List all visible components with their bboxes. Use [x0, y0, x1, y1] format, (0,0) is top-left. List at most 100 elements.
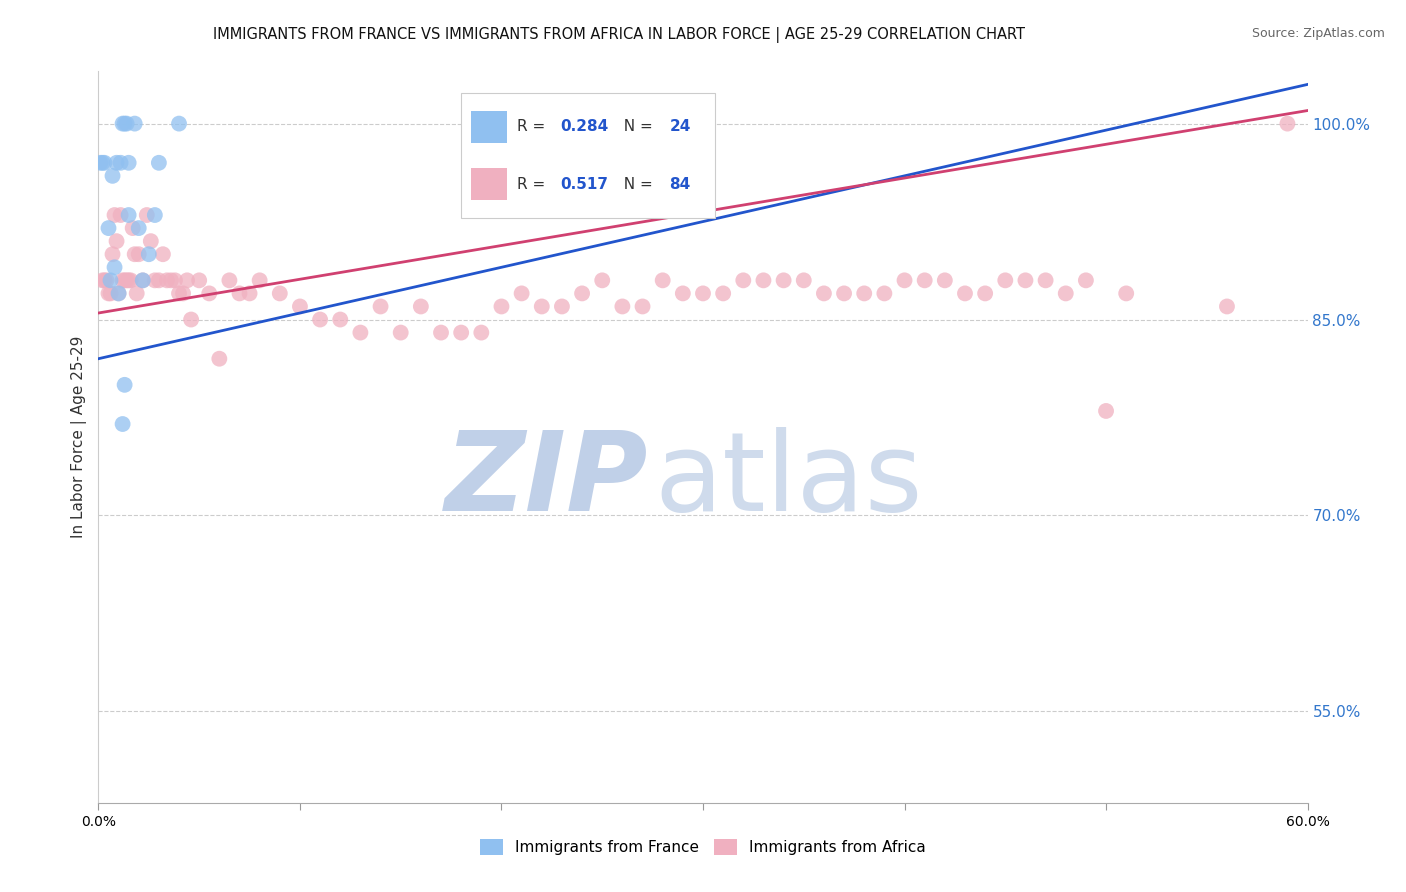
- Point: [115, 273, 138, 287]
- Point: [124, 247, 146, 261]
- Point: [160, 273, 183, 287]
- Point: [914, 273, 936, 287]
- Point: [114, 273, 136, 287]
- Point: [409, 300, 432, 314]
- Point: [1115, 286, 1137, 301]
- Point: [110, 208, 132, 222]
- Point: [107, 286, 129, 301]
- Point: [124, 117, 146, 131]
- Point: [100, 273, 122, 287]
- Point: [631, 300, 654, 314]
- Point: [114, 377, 136, 392]
- Point: [115, 117, 138, 131]
- Point: [510, 286, 533, 301]
- Point: [110, 156, 132, 170]
- Point: [309, 312, 332, 326]
- Point: [89, 156, 111, 170]
- Point: [128, 247, 150, 261]
- Point: [148, 156, 170, 170]
- Point: [167, 286, 190, 301]
- Point: [873, 286, 896, 301]
- Point: [93, 156, 115, 170]
- Point: [1216, 300, 1239, 314]
- Point: [370, 300, 392, 314]
- Point: [128, 221, 150, 235]
- Point: [198, 286, 221, 301]
- Point: [692, 286, 714, 301]
- Point: [530, 300, 553, 314]
- Point: [107, 286, 129, 301]
- Point: [143, 273, 166, 287]
- Point: [111, 117, 134, 131]
- Y-axis label: In Labor Force | Age 25-29: In Labor Force | Age 25-29: [72, 336, 87, 538]
- Point: [152, 247, 174, 261]
- Point: [1074, 273, 1097, 287]
- Point: [105, 156, 128, 170]
- Point: [97, 286, 120, 301]
- Point: [180, 312, 202, 326]
- Point: [1095, 404, 1118, 418]
- Point: [143, 208, 166, 222]
- Point: [176, 273, 198, 287]
- Point: [101, 169, 124, 183]
- Point: [450, 326, 472, 340]
- Point: [571, 286, 593, 301]
- Point: [591, 273, 613, 287]
- Point: [994, 273, 1017, 287]
- Point: [118, 156, 141, 170]
- Point: [389, 326, 412, 340]
- Point: [138, 247, 160, 261]
- Point: [249, 273, 271, 287]
- Point: [156, 273, 179, 287]
- Point: [974, 286, 997, 301]
- Point: [612, 300, 634, 314]
- Point: [218, 273, 240, 287]
- Point: [893, 273, 915, 287]
- Point: [118, 273, 141, 287]
- Point: [853, 286, 876, 301]
- Point: [953, 286, 976, 301]
- Text: ZIP: ZIP: [446, 427, 648, 534]
- Point: [288, 300, 311, 314]
- Text: IMMIGRANTS FROM FRANCE VS IMMIGRANTS FROM AFRICA IN LABOR FORCE | AGE 25-29 CORR: IMMIGRANTS FROM FRANCE VS IMMIGRANTS FRO…: [212, 27, 1025, 43]
- Point: [470, 326, 492, 340]
- Point: [208, 351, 231, 366]
- Point: [167, 117, 190, 131]
- Point: [793, 273, 815, 287]
- Point: [188, 273, 211, 287]
- Point: [172, 286, 194, 301]
- Point: [491, 300, 513, 314]
- Point: [832, 286, 855, 301]
- Point: [114, 117, 136, 131]
- Point: [1014, 273, 1036, 287]
- Point: [651, 273, 673, 287]
- Point: [772, 273, 794, 287]
- Point: [269, 286, 291, 301]
- Point: [101, 247, 124, 261]
- Point: [733, 273, 755, 287]
- Point: [139, 234, 162, 248]
- Text: Source: ZipAtlas.com: Source: ZipAtlas.com: [1251, 27, 1385, 40]
- Point: [121, 221, 143, 235]
- Point: [118, 208, 141, 222]
- Point: [711, 286, 734, 301]
- Point: [1277, 117, 1299, 131]
- Point: [132, 273, 155, 287]
- Point: [103, 260, 125, 275]
- Point: [105, 234, 128, 248]
- Point: [934, 273, 956, 287]
- Point: [349, 326, 371, 340]
- Point: [97, 221, 120, 235]
- Point: [228, 286, 250, 301]
- Point: [100, 286, 122, 301]
- Point: [93, 273, 115, 287]
- Point: [430, 326, 453, 340]
- Point: [135, 208, 157, 222]
- Point: [813, 286, 835, 301]
- Point: [111, 417, 134, 431]
- Point: [103, 208, 125, 222]
- Point: [96, 273, 118, 287]
- Point: [1035, 273, 1057, 287]
- Point: [1054, 286, 1077, 301]
- Point: [752, 273, 775, 287]
